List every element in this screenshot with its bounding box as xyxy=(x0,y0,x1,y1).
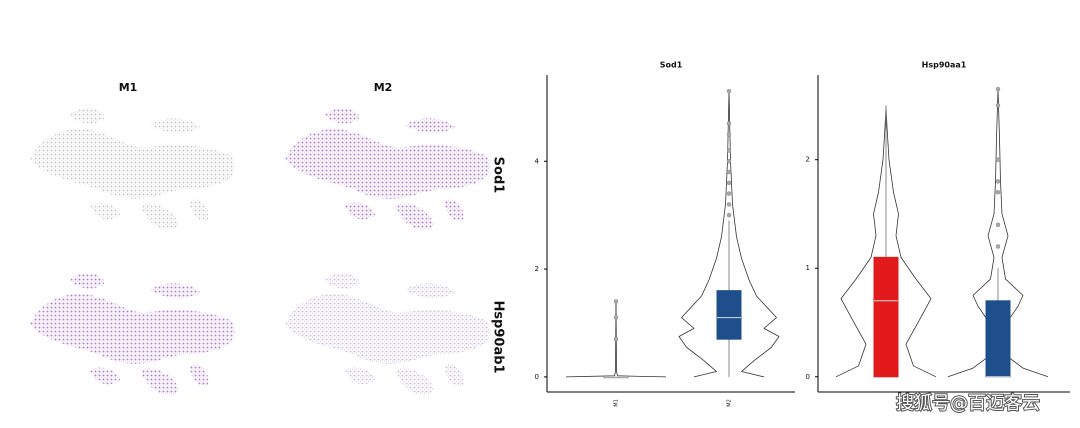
chart-title: Sod1 xyxy=(660,61,683,70)
outlier xyxy=(613,336,619,342)
column-title: M1 xyxy=(119,81,138,94)
box xyxy=(873,256,899,378)
outlier xyxy=(726,202,732,207)
y-tick-label: 2 xyxy=(535,265,539,273)
violin-outline xyxy=(678,91,730,378)
column-title: M2 xyxy=(374,81,393,94)
outlier xyxy=(995,103,1001,108)
y-tick-label: 4 xyxy=(535,157,540,165)
outlier xyxy=(613,315,619,320)
y-tick-label: 1 xyxy=(806,264,810,272)
row-title: Sod1 xyxy=(491,157,506,194)
outlier xyxy=(726,148,732,153)
x-tick-label: M1 xyxy=(614,399,620,407)
x-tick-label: M2 xyxy=(727,399,733,407)
outlier xyxy=(726,121,732,126)
outlier xyxy=(726,169,732,175)
outlier xyxy=(995,86,1001,92)
outlier xyxy=(995,157,1001,162)
outlier xyxy=(726,159,732,164)
embedding-panel xyxy=(30,273,235,395)
outlier xyxy=(726,180,732,186)
outlier xyxy=(726,132,732,137)
embedding-panel xyxy=(30,108,235,230)
outlier xyxy=(613,299,619,304)
outlier xyxy=(726,212,732,218)
box xyxy=(716,290,742,340)
outlier xyxy=(726,191,732,196)
outlier xyxy=(726,88,732,94)
y-tick-label: 2 xyxy=(806,156,810,164)
outlier xyxy=(995,179,1001,184)
violin-outline xyxy=(615,301,667,378)
y-tick-label: 0 xyxy=(535,373,539,381)
outlier xyxy=(995,244,1001,249)
violin-outline xyxy=(885,105,937,378)
embedding-panel xyxy=(285,273,490,395)
violin-outline xyxy=(835,105,887,378)
outlier xyxy=(995,222,1001,228)
row-title: Hsp90ab1 xyxy=(491,300,506,373)
y-tick-label: 0 xyxy=(806,373,810,381)
embedding-panel xyxy=(285,108,490,230)
chart-title: Hsp90aa1 xyxy=(922,61,967,70)
violin-outline xyxy=(728,91,780,378)
outlier xyxy=(995,189,1001,195)
violin-outline xyxy=(565,301,617,378)
box xyxy=(985,300,1011,378)
watermark: 搜狐号@百迈客云 xyxy=(896,393,1040,414)
